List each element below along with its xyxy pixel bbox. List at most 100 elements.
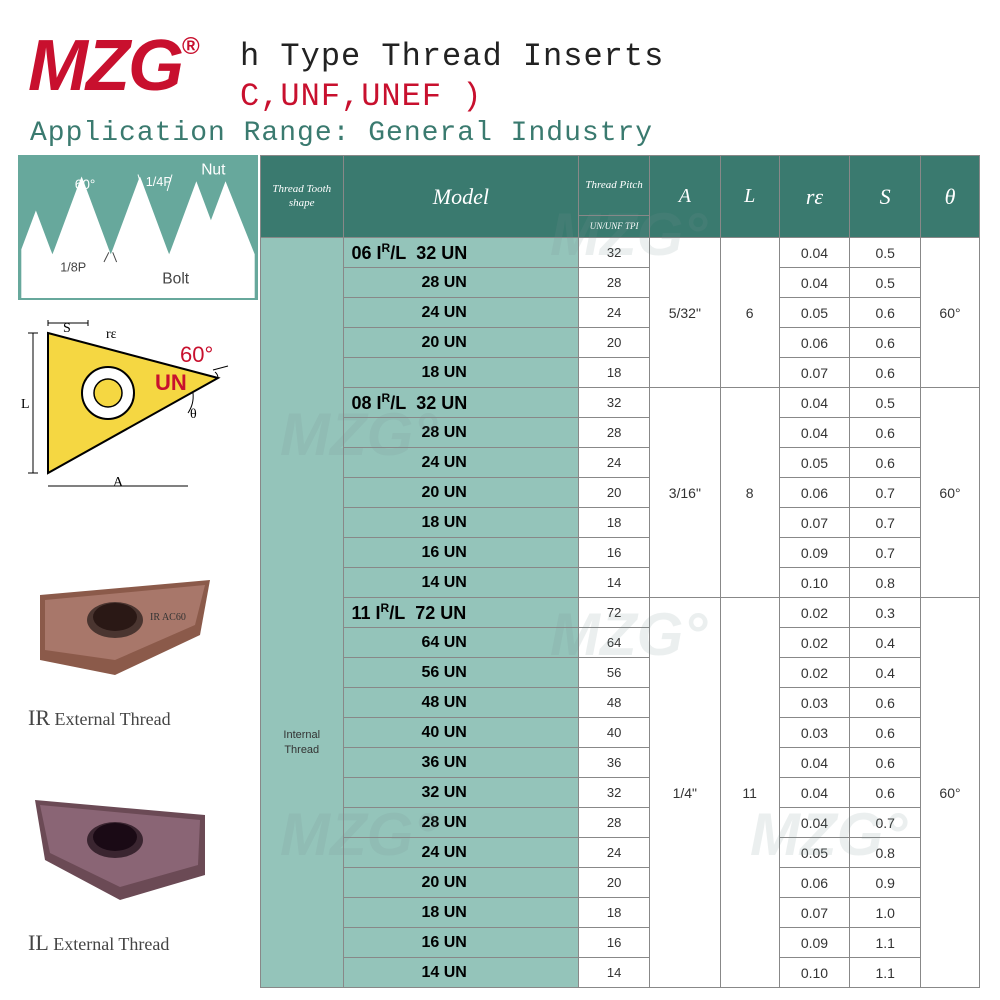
s-cell: 0.5 <box>850 388 921 418</box>
col-a: A <box>649 156 720 238</box>
re-cell: 0.09 <box>779 928 850 958</box>
model-cell: 08 IR/L 32 UN <box>343 388 579 418</box>
col-s: S <box>850 156 921 238</box>
model-cell: 56 UN <box>343 658 579 688</box>
pitch-cell: 32 <box>579 388 650 418</box>
svg-text:S: S <box>63 321 71 336</box>
s-cell: 0.8 <box>850 568 921 598</box>
s-cell: 0.7 <box>850 808 921 838</box>
s-cell: 0.6 <box>850 328 921 358</box>
svg-text:IR AC60: IR AC60 <box>150 612 186 623</box>
thread-profile-diagram: Nut 60° 1/4P 1/8P Bolt <box>18 155 258 300</box>
re-cell: 0.06 <box>779 478 850 508</box>
s-cell: 0.5 <box>850 268 921 298</box>
model-cell: 32 UN <box>343 778 579 808</box>
re-cell: 0.05 <box>779 448 850 478</box>
col-re: rε <box>779 156 850 238</box>
re-cell: 0.04 <box>779 268 850 298</box>
re-cell: 0.09 <box>779 538 850 568</box>
insert-geometry-diagram: S rε L A θ <box>18 318 248 493</box>
s-cell: 0.7 <box>850 478 921 508</box>
re-cell: 0.10 <box>779 958 850 988</box>
pitch-cell: 18 <box>579 508 650 538</box>
s-cell: 0.4 <box>850 658 921 688</box>
pitch-cell: 16 <box>579 928 650 958</box>
s-cell: 1.1 <box>850 958 921 988</box>
re-cell: 0.03 <box>779 718 850 748</box>
angle-60-label: 60° <box>75 177 96 192</box>
pitch-cell: 28 <box>579 418 650 448</box>
model-cell: 14 UN <box>343 568 579 598</box>
model-cell: 14 UN <box>343 958 579 988</box>
pitch-cell: 20 <box>579 328 650 358</box>
re-cell: 0.02 <box>779 598 850 628</box>
spec-table-container: Thread Tooth shape Model Thread Pitch A … <box>260 155 980 988</box>
pitch-cell: 20 <box>579 478 650 508</box>
s-cell: 0.7 <box>850 538 921 568</box>
l-cell: 8 <box>720 388 779 598</box>
model-cell: 64 UN <box>343 628 579 658</box>
model-cell: 11 IR/L 72 UN <box>343 598 579 628</box>
title-line-2: C,UNF,UNEF ) <box>240 78 482 115</box>
s-cell: 1.1 <box>850 928 921 958</box>
pitch-cell: 20 <box>579 868 650 898</box>
insert-photo-ir: IR AC60 <box>20 565 230 690</box>
pitch-cell: 48 <box>579 688 650 718</box>
model-cell: 40 UN <box>343 718 579 748</box>
s-cell: 0.8 <box>850 838 921 868</box>
svg-text:rε: rε <box>106 327 117 342</box>
brand-logo: MZG® <box>28 25 198 107</box>
pitch-cell: 14 <box>579 568 650 598</box>
theta-cell: 60° <box>921 598 980 988</box>
pitch-cell: 32 <box>579 238 650 268</box>
re-cell: 0.07 <box>779 898 850 928</box>
a-cell: 5/32" <box>649 238 720 388</box>
re-cell: 0.05 <box>779 298 850 328</box>
title-line-1: h Type Thread Inserts <box>240 38 664 75</box>
eighth-p-label: 1/8P <box>60 261 86 275</box>
pitch-cell: 56 <box>579 658 650 688</box>
pitch-cell: 24 <box>579 838 650 868</box>
re-cell: 0.06 <box>779 868 850 898</box>
pitch-cell: 18 <box>579 898 650 928</box>
shape-cell: InternalThread <box>261 238 344 988</box>
re-cell: 0.04 <box>779 388 850 418</box>
s-cell: 0.6 <box>850 688 921 718</box>
s-cell: 0.3 <box>850 598 921 628</box>
s-cell: 0.6 <box>850 748 921 778</box>
pitch-cell: 64 <box>579 628 650 658</box>
re-cell: 0.04 <box>779 418 850 448</box>
nut-label: Nut <box>201 162 226 179</box>
theta-cell: 60° <box>921 238 980 388</box>
col-shape: Thread Tooth shape <box>261 156 344 238</box>
model-cell: 18 UN <box>343 358 579 388</box>
model-cell: 16 UN <box>343 538 579 568</box>
re-cell: 0.03 <box>779 688 850 718</box>
model-cell: 24 UN <box>343 448 579 478</box>
pitch-cell: 18 <box>579 358 650 388</box>
un-red-label: UN <box>155 370 187 396</box>
model-cell: 36 UN <box>343 748 579 778</box>
pitch-cell: 16 <box>579 538 650 568</box>
theta-cell: 60° <box>921 388 980 598</box>
col-pitch: Thread Pitch <box>579 156 650 216</box>
re-cell: 0.04 <box>779 238 850 268</box>
pitch-cell: 36 <box>579 748 650 778</box>
photo-ir-label: IR External Thread <box>28 705 171 731</box>
re-cell: 0.05 <box>779 838 850 868</box>
re-cell: 0.07 <box>779 358 850 388</box>
left-column: Nut 60° 1/4P 1/8P Bolt S rε <box>18 155 258 493</box>
model-cell: 28 UN <box>343 808 579 838</box>
s-cell: 0.6 <box>850 448 921 478</box>
l-cell: 6 <box>720 238 779 388</box>
s-cell: 0.4 <box>850 628 921 658</box>
pitch-cell: 32 <box>579 778 650 808</box>
bolt-label: Bolt <box>162 270 189 287</box>
re-cell: 0.06 <box>779 328 850 358</box>
col-theta: θ <box>921 156 980 238</box>
model-cell: 48 UN <box>343 688 579 718</box>
photo-il-label: IL External Thread <box>28 930 169 956</box>
model-cell: 20 UN <box>343 868 579 898</box>
a-cell: 1/4" <box>649 598 720 988</box>
s-cell: 0.6 <box>850 298 921 328</box>
